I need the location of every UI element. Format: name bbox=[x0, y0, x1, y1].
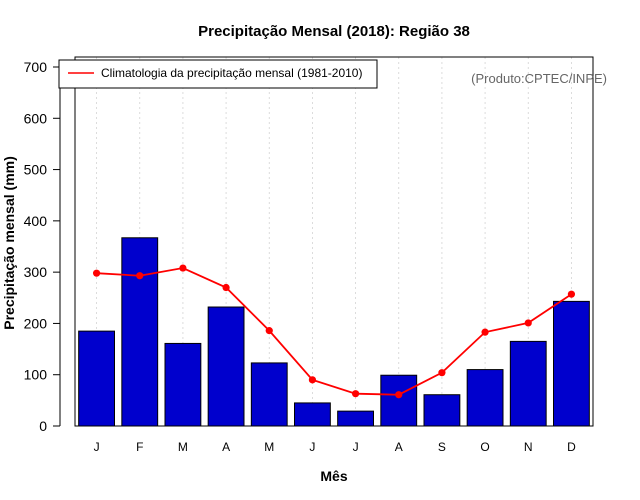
x-tick-label: D bbox=[567, 440, 576, 454]
x-tick-label: N bbox=[524, 440, 533, 454]
bar bbox=[121, 237, 159, 427]
climatology-point bbox=[222, 283, 230, 292]
bar bbox=[207, 306, 245, 427]
climatology-point bbox=[438, 369, 446, 377]
climatology-point bbox=[308, 376, 317, 384]
climatology-point bbox=[136, 272, 144, 280]
climatology-point bbox=[567, 290, 576, 298]
y-tick-label: 200 bbox=[24, 315, 48, 331]
y-tick-label: 0 bbox=[39, 418, 47, 434]
x-tick-label: A bbox=[395, 440, 403, 454]
x-tick-label: O bbox=[480, 440, 489, 454]
plot-frame bbox=[74, 56, 594, 427]
y-tick-label: 100 bbox=[24, 367, 48, 383]
climatology-point bbox=[92, 269, 101, 277]
y-tick-label: 700 bbox=[24, 59, 48, 75]
credit-annotation: (Produto:CPTEC/INPE) bbox=[471, 71, 607, 86]
vertical-gridlines bbox=[96, 57, 572, 426]
bar bbox=[250, 362, 288, 427]
y-tick-label: 400 bbox=[24, 213, 48, 229]
climatology-line bbox=[96, 267, 572, 396]
bar bbox=[509, 340, 547, 427]
x-tick-label: J bbox=[94, 440, 100, 454]
legend-box bbox=[58, 59, 378, 89]
y-tick-label: 300 bbox=[24, 264, 48, 280]
climatology-point bbox=[524, 319, 532, 327]
y-tick-label: 500 bbox=[24, 162, 48, 178]
x-tick-label: J bbox=[309, 440, 315, 454]
y-tick-label: 600 bbox=[24, 110, 48, 126]
x-tick-label: S bbox=[438, 440, 446, 454]
legend: Climatologia da precipitação mensal (198… bbox=[58, 59, 378, 89]
x-axis-label: Mês bbox=[320, 468, 347, 484]
climatology-point bbox=[395, 391, 403, 399]
climatology-line-series bbox=[92, 264, 576, 399]
bar bbox=[78, 330, 115, 427]
y-axis-label: Precipitação mensal (mm) bbox=[1, 156, 17, 330]
x-tick-label: M bbox=[178, 440, 188, 454]
climatology-point bbox=[265, 327, 273, 335]
x-tick-label: J bbox=[353, 440, 359, 454]
climatology-point bbox=[179, 264, 187, 272]
legend-label: Climatologia da precipitação mensal (198… bbox=[101, 66, 362, 80]
climatology-point bbox=[481, 328, 489, 336]
bar bbox=[466, 369, 504, 427]
x-tick-label: F bbox=[136, 440, 143, 454]
climatology-point bbox=[351, 390, 360, 398]
bar-series bbox=[78, 237, 590, 427]
x-tick-label: M bbox=[264, 440, 274, 454]
bar bbox=[337, 410, 374, 427]
bar bbox=[164, 342, 202, 427]
bar bbox=[294, 402, 331, 427]
bar bbox=[553, 300, 590, 427]
bar bbox=[380, 374, 418, 427]
x-tick-label: A bbox=[222, 440, 230, 454]
chart-title: Precipitação Mensal (2018): Região 38 bbox=[198, 23, 470, 40]
y-axis: 0 100 200 300 400 500 600 700 bbox=[24, 59, 61, 434]
bar bbox=[423, 394, 461, 427]
